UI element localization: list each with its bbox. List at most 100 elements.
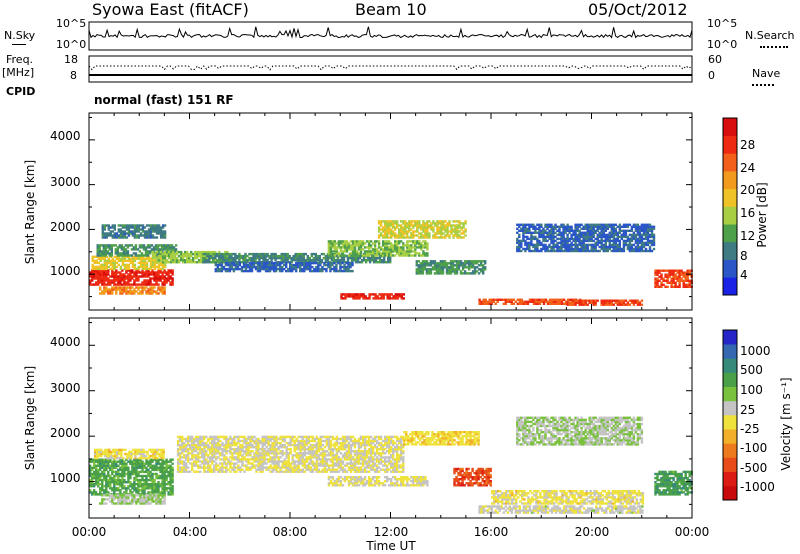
velocity-cell <box>169 491 172 494</box>
power-cell <box>97 275 100 278</box>
power-cell <box>612 245 615 249</box>
power-cell <box>676 285 679 288</box>
power-cell <box>147 290 150 293</box>
power-cell <box>604 225 607 228</box>
power-cell <box>353 242 357 245</box>
power-cell <box>163 283 166 286</box>
power-cell <box>456 230 459 233</box>
velocity-cell <box>165 470 168 474</box>
power-cell <box>636 239 640 243</box>
velocity-cell <box>100 454 103 458</box>
power-cell <box>115 279 118 282</box>
power-cell <box>626 229 630 232</box>
velocity-cell <box>120 454 123 458</box>
power-cell <box>467 262 471 265</box>
velocity-cell <box>195 443 198 447</box>
power-cell <box>138 250 142 253</box>
power-cell <box>351 240 355 243</box>
power-cell <box>610 225 613 228</box>
power-cell <box>402 248 405 251</box>
power-cell <box>427 264 431 267</box>
power-cell <box>159 286 162 289</box>
velocity-cell <box>153 485 156 488</box>
power-cell <box>606 245 609 249</box>
power-cell <box>530 241 533 245</box>
power-cell <box>260 254 263 258</box>
velocity-cell <box>101 458 104 461</box>
power-cell <box>682 283 685 286</box>
power-cell <box>632 231 636 234</box>
power-cell <box>612 239 615 243</box>
power-cell <box>560 225 563 228</box>
power-cell <box>616 249 619 253</box>
power-cell <box>526 300 530 303</box>
power-cell <box>644 225 648 228</box>
power-cell <box>105 265 108 269</box>
power-cell <box>292 254 295 258</box>
velocity-cell <box>163 478 166 482</box>
power-cell <box>141 259 145 262</box>
power-cell <box>228 267 232 271</box>
velocity-cell <box>125 472 128 476</box>
power-cell <box>254 256 257 260</box>
power-cell <box>552 245 555 249</box>
power-cell <box>592 247 595 251</box>
power-cell <box>302 254 305 258</box>
power-cell <box>111 234 114 237</box>
power-cell <box>157 228 161 231</box>
velocity-cell <box>152 452 155 456</box>
power-cell <box>552 225 555 228</box>
power-cell <box>351 261 354 265</box>
power-cell <box>102 254 105 257</box>
power-cell <box>384 254 387 257</box>
power-cell <box>256 263 260 267</box>
power-cell <box>638 245 642 249</box>
power-cell <box>322 252 326 256</box>
power-cell <box>171 259 175 262</box>
power-cell <box>107 228 110 231</box>
velocity-cell <box>145 498 148 501</box>
power-cell <box>402 222 405 225</box>
power-cell <box>155 292 158 295</box>
velocity-cell <box>117 478 120 482</box>
power-cell <box>390 254 393 257</box>
power-cell <box>157 267 161 271</box>
velocity-cell <box>185 439 188 443</box>
velocity-cell <box>119 485 122 488</box>
freq-left-bottom-tick: 8 <box>70 69 77 82</box>
power-cell <box>534 298 538 301</box>
power-cell <box>101 228 104 231</box>
power-cell <box>415 264 418 267</box>
power-cell <box>676 271 679 274</box>
power-cell <box>129 259 133 262</box>
velocity-cell <box>105 485 108 488</box>
power-cell <box>133 292 136 295</box>
velocity-cell <box>121 500 124 503</box>
power-cell <box>680 269 683 272</box>
power-cell <box>384 252 387 255</box>
power-cell <box>182 256 185 260</box>
velocity-cell <box>163 468 166 472</box>
power-cell <box>347 254 351 257</box>
velocity-cell <box>178 468 182 471</box>
velocity-cell <box>113 460 116 463</box>
power-cell <box>226 259 229 262</box>
velocity-cell <box>137 489 140 492</box>
velocity-cell <box>213 443 216 447</box>
power-cell <box>520 223 523 226</box>
power-cell <box>614 239 617 243</box>
power-cell <box>157 254 161 258</box>
power-cell <box>646 225 650 228</box>
velocity-cell <box>141 464 144 467</box>
power-cell <box>294 259 297 262</box>
velocity-cell <box>209 460 212 463</box>
power-cell <box>363 246 367 249</box>
power-cell <box>266 263 270 267</box>
velocity-cell <box>219 462 222 465</box>
power-cell <box>137 226 141 229</box>
power-cell <box>570 245 573 249</box>
power-cell <box>544 249 547 253</box>
power-cell <box>95 265 98 269</box>
power-cell <box>572 301 575 304</box>
power-cell <box>560 300 564 303</box>
